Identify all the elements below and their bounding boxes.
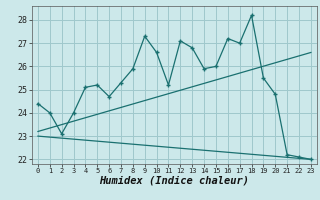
X-axis label: Humidex (Indice chaleur): Humidex (Indice chaleur) — [100, 176, 249, 186]
